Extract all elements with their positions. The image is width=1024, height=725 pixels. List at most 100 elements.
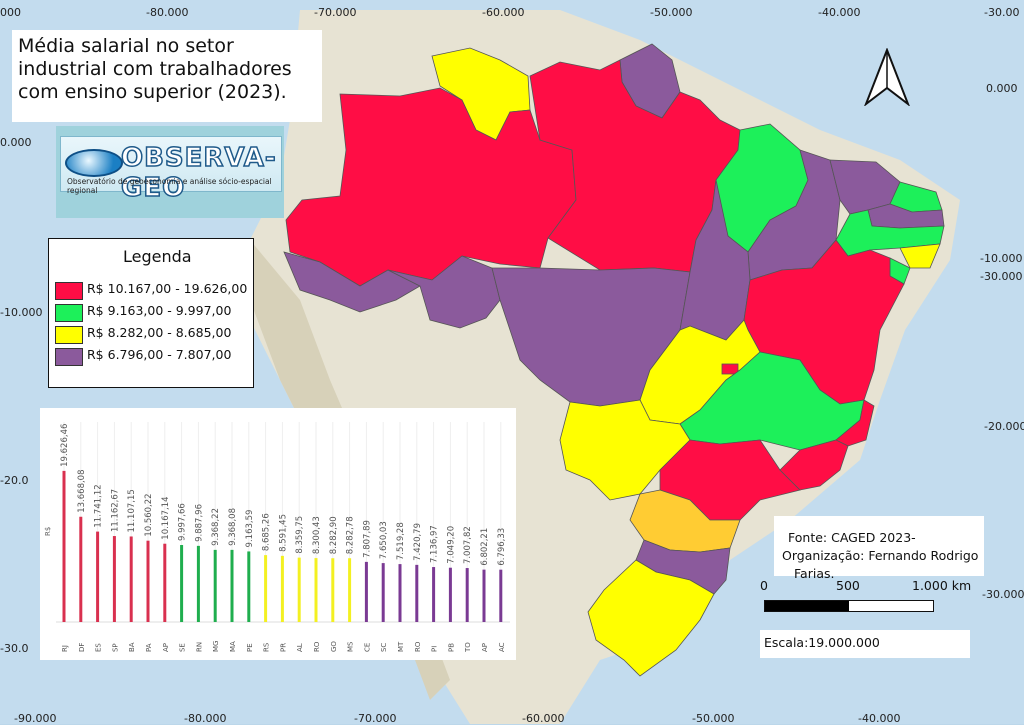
chart-bar (213, 549, 217, 622)
observa-geo-logo: OBSERVA-GEO Observatório de geoeconomia … (56, 126, 284, 218)
title-box (12, 30, 322, 122)
coord-left-0: 0.000 (0, 136, 32, 149)
chart-data-label: 8.591,45 (278, 514, 288, 552)
chart-category-label: DF (78, 643, 86, 652)
coord-top-5: -40.000 (818, 6, 861, 19)
source-line: Fonte: CAGED 2023- (788, 530, 916, 545)
chart-category-label: BA (128, 642, 136, 652)
salary-bar-chart: R$ 19.626,46 RJ 13.668,08 DF 11.741,12 ES 11.16… (40, 408, 516, 660)
state-df (721, 363, 739, 375)
chart-category-label: GO (330, 641, 338, 652)
logo-banner: OBSERVA-GEO Observatório de geoeconomia … (60, 136, 282, 204)
coord-right-1: -10.000 (980, 252, 1023, 265)
chart-category-label: MA (229, 641, 237, 652)
logo-name: OBSERVA-GEO (120, 142, 277, 204)
scale-text: Escala:19.000.000 (764, 635, 880, 650)
chart-data-label: 7.136,97 (430, 525, 440, 563)
coord-bottom-4: -50.000 (692, 712, 735, 725)
coord-right-2: -30.000 (980, 270, 1023, 283)
chart-category-label: MG (212, 641, 220, 652)
coord-bottom-3: -60.000 (522, 712, 565, 725)
chart-data-label: 7.519,28 (396, 522, 406, 560)
coord-top-4: -50.000 (650, 6, 693, 19)
chart-data-label: 9.997,66 (178, 503, 188, 541)
coord-left-3: -30.0 (0, 642, 29, 655)
coord-right-0: 0.000 (986, 82, 1018, 95)
chart-data-label: 10.167,14 (161, 496, 171, 539)
chart-category-label: MT (397, 641, 405, 652)
chart-category-label: RN (195, 642, 203, 652)
scalebar-label-0: 0 (760, 578, 768, 593)
chart-bar (415, 564, 419, 622)
state-rj (779, 439, 849, 491)
scale-bar (764, 600, 934, 612)
legend-swatch (55, 348, 83, 366)
state-rs (587, 559, 715, 677)
chart-category-label: CE (363, 643, 371, 652)
scalebar-label-2: 1.000 km (912, 578, 972, 593)
chart-category-label: RJ (61, 645, 69, 652)
chart-data-label: 7.049,20 (446, 526, 456, 564)
chart-data-label: 11.741,12 (94, 484, 104, 527)
chart-data-label: 7.007,82 (463, 526, 473, 564)
chart-bar (364, 561, 368, 622)
chart-category-label: MS (347, 641, 355, 652)
chart-data-label: 8.300,43 (312, 516, 322, 554)
chart-category-label: RO (414, 641, 422, 652)
coord-top-1: -80.000 (146, 6, 189, 19)
chart-bar (381, 563, 385, 622)
coord-bottom-5: -40.000 (858, 712, 901, 725)
chart-bar (465, 568, 469, 622)
coord-right-4: -30.000 (982, 588, 1024, 601)
chart-bar (432, 567, 436, 622)
globe-icon (65, 149, 123, 177)
logo-subtitle: Observatório de geoeconomia e análise só… (67, 177, 272, 195)
bar-chart-svg: R$ 19.626,46 RJ 13.668,08 DF 11.741,12 ES 11.16… (44, 422, 510, 653)
chart-bar (348, 558, 352, 622)
chart-category-label: PI (431, 646, 439, 652)
scalebar-label-1: 500 (836, 578, 860, 593)
chart-data-label: 6.802,21 (480, 528, 490, 566)
legend-swatch (55, 304, 83, 322)
chart-data-label: 6.796,33 (497, 528, 507, 566)
chart-bar (297, 557, 301, 622)
chart-bar (314, 558, 318, 622)
coord-right-3: -20.000 (984, 420, 1024, 433)
source-line: Farias. (794, 566, 835, 581)
chart-category-label: SP (111, 643, 119, 652)
chart-data-label: 9.163,59 (245, 510, 255, 548)
chart-bar (180, 545, 184, 622)
chart-data-label: 10.560,22 (144, 493, 154, 536)
chart-category-label: RO (313, 641, 321, 652)
legend-item: R$ 8.282,00 - 8.685,00 (55, 325, 251, 344)
legend-item: R$ 9.163,00 - 9.997,00 (55, 303, 251, 322)
chart-bar (499, 569, 503, 622)
legend-item: R$ 10.167,00 - 19.626,00 (55, 281, 251, 300)
state-ro (387, 255, 501, 329)
chart-bar (398, 564, 402, 622)
coord-bottom-1: -80.000 (184, 712, 227, 725)
chart-category-label: ES (95, 643, 103, 652)
chart-category-label: PB (447, 643, 455, 652)
chart-data-label: 9.368,08 (228, 508, 238, 546)
chart-category-label: RS (263, 642, 271, 652)
chart-bar (112, 536, 116, 622)
chart-bar (331, 558, 335, 622)
chart-bar (280, 555, 284, 622)
legend-label: R$ 8.282,00 - 8.685,00 (87, 325, 232, 340)
legend-swatch (55, 326, 83, 344)
chart-data-label: 11.162,67 (110, 489, 120, 532)
chart-data-label: 9.887,96 (194, 504, 204, 542)
chart-bar (62, 470, 66, 622)
chart-category-label: PR (279, 643, 287, 652)
chart-category-label: AP (162, 643, 170, 652)
coord-left-1: -10.000 (0, 306, 43, 319)
chart-data-label: 8.685,26 (262, 513, 272, 551)
chart-category-label: AP (481, 643, 489, 652)
chart-data-label: 19.626,46 (60, 424, 70, 467)
chart-bar (96, 531, 100, 622)
chart-data-label: 8.282,90 (329, 516, 339, 554)
chart-bar (482, 569, 486, 622)
legend-panel: Legenda R$ 10.167,00 - 19.626,00 R$ 9.16… (48, 238, 254, 388)
chart-data-label: 8.282,78 (346, 516, 356, 554)
